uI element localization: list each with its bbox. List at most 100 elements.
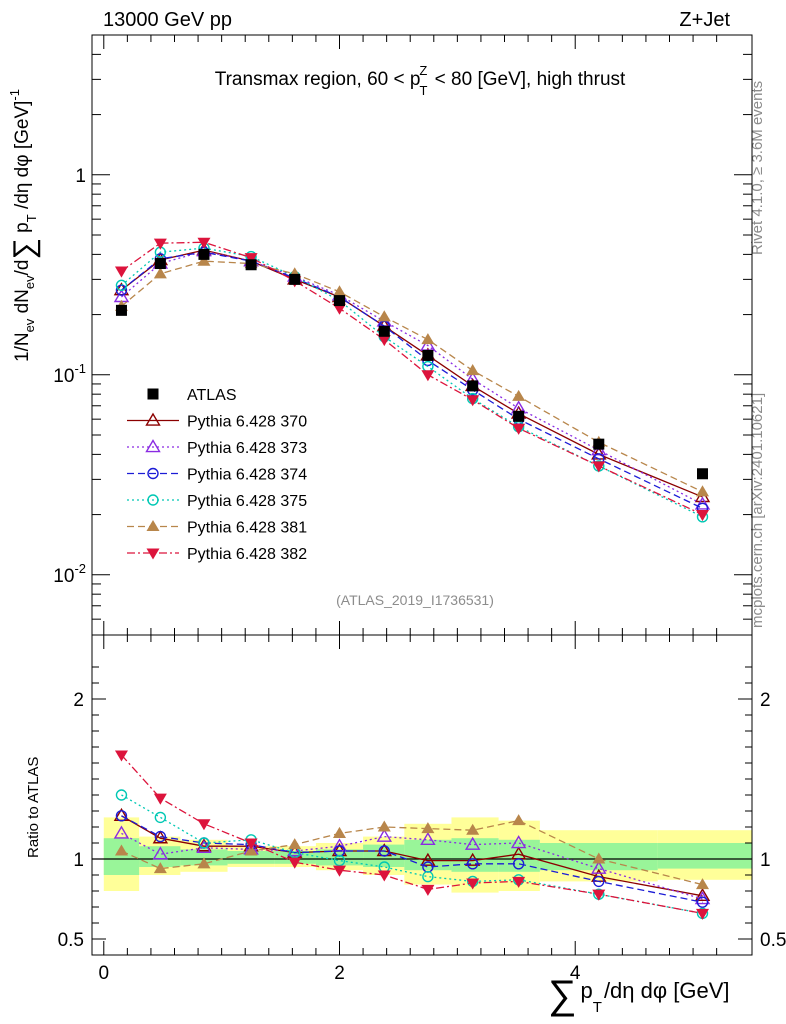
ratio-series-point (466, 823, 480, 835)
ratio-series-point (114, 750, 128, 762)
ratio-ylabel: Ratio to ATLAS (25, 757, 42, 858)
ratio-series-point (512, 858, 525, 870)
main-series-point (197, 237, 211, 249)
ratio-series-point (593, 875, 605, 888)
legend-label: Pythia 6.428 370 (187, 414, 307, 431)
x-axis-label: ∑ pT/dη dφ [GeV] (548, 973, 730, 1017)
ratio-series-point (377, 870, 391, 882)
ratio-series-point (420, 852, 436, 866)
ratio-series-point (333, 865, 346, 877)
ratio-series-point (154, 811, 167, 824)
ratio-series-point (115, 789, 128, 801)
ratio-series-point (592, 852, 606, 864)
ratio-series-line (121, 819, 703, 886)
main-series-point (114, 266, 128, 278)
green-band (315, 849, 364, 866)
ratio-series-point (696, 908, 709, 920)
main-series-point (153, 267, 167, 279)
main-series-point (333, 285, 346, 297)
ratio-series-point (510, 835, 527, 849)
ratio-series-point (376, 828, 393, 842)
atlas-data-point (697, 468, 708, 480)
main-ylabel: 1/Nev dNev/d∑ pT /dη dφ [GeV]-1 (7, 89, 41, 362)
main-series-point (197, 254, 211, 266)
ratio-frame (91, 634, 753, 956)
atlas-data-point (198, 248, 210, 260)
ratio-y-tick-label-right: 1 (760, 850, 771, 871)
main-series-point (377, 310, 391, 322)
ratio-series-point (197, 819, 211, 831)
main-series-point (115, 279, 128, 292)
atlas-data-point (593, 438, 605, 450)
x-tick-label: 4 (570, 963, 581, 984)
ratio-series-point (512, 876, 526, 888)
ratio-series-point (422, 870, 434, 883)
atlas-data-point (245, 259, 257, 271)
ratio-series-point (694, 887, 711, 902)
main-series-point (696, 510, 709, 522)
main-series-line (121, 241, 703, 516)
ratio-series-point (512, 814, 526, 826)
ratio-series-point (197, 857, 211, 869)
main-series-line (121, 250, 703, 505)
green-band (139, 846, 181, 867)
ratio-uncertainty-bands (92, 817, 752, 893)
header-right: Z+Jet (679, 9, 730, 31)
ratio-series-point (591, 860, 607, 874)
legend-marker (145, 439, 161, 453)
atlas-data-point (154, 258, 166, 270)
main-series-point (333, 303, 346, 315)
legend-label-atlas: ATLAS (187, 387, 237, 404)
legend-label: Pythia 6.428 374 (187, 467, 307, 484)
atlas-data-point (378, 325, 390, 337)
ratio-series-point (421, 884, 435, 896)
plot-title: Transmax region, 60 < pTZ < 80 [GeV], hi… (215, 63, 626, 98)
ratio-series-point (378, 845, 390, 857)
ratio-series-point (421, 822, 435, 834)
ratio-series-point (333, 854, 346, 867)
main-series-point (377, 335, 391, 347)
legend-marker (146, 520, 160, 532)
ratio-series-point (153, 862, 167, 874)
ratio-series-point (198, 837, 210, 849)
main-y-tick-label: 10-2 (53, 561, 86, 587)
ratio-y-tick-label-left: 2 (73, 690, 84, 711)
atlas-data-point (115, 304, 127, 316)
main-y-tick-label: 10-1 (53, 361, 86, 387)
ratio-series-point (244, 838, 258, 850)
ratio-series-point (377, 820, 391, 832)
legend-label: Pythia 6.428 381 (187, 520, 307, 537)
ratio-series (113, 750, 711, 920)
x-tick-label: 2 (334, 963, 345, 984)
rivet-label: Rivet 4.1.0, ≥ 3.6M events (749, 81, 766, 255)
ratio-series-point (152, 846, 169, 860)
ratio-y-tick-label-right: 2 (760, 690, 771, 711)
ratio-series-point (288, 857, 302, 869)
ratio-series-point (464, 836, 481, 850)
ratio-series-point (115, 810, 128, 822)
ratio-series-point (288, 838, 302, 850)
main-series-line (121, 251, 703, 509)
ratio-series-point (153, 793, 167, 805)
main-series-point (512, 389, 526, 401)
main-series-point (421, 370, 435, 382)
ratio-series-point (154, 830, 167, 843)
ratio-series-point (466, 878, 480, 890)
analysis-tag: (ATLAS_2019_I1736531) (336, 592, 494, 608)
main-y-tick-label: 1 (75, 166, 86, 187)
x-tick-label: 0 (98, 963, 109, 984)
main-series-point (466, 395, 480, 407)
main-frame (91, 34, 753, 636)
ratio-series-point (196, 838, 212, 852)
ratio-series-point (696, 878, 709, 890)
legend: ATLAS Pythia 6.428 370 Pythia 6.428 373 Pyt… (127, 387, 307, 563)
ratio-series-point (114, 844, 128, 856)
main-series-point (244, 253, 258, 265)
ratio-series-point (113, 825, 130, 839)
main-series-point (592, 461, 606, 473)
legend-marker-atlas (147, 388, 159, 400)
ratio-series-line (120, 754, 703, 915)
ratio-axes: 0 2 4 0.5 0.5 1 1 2 2 (58, 634, 786, 984)
main-series-point (512, 423, 526, 435)
atlas-data-point (513, 410, 525, 422)
